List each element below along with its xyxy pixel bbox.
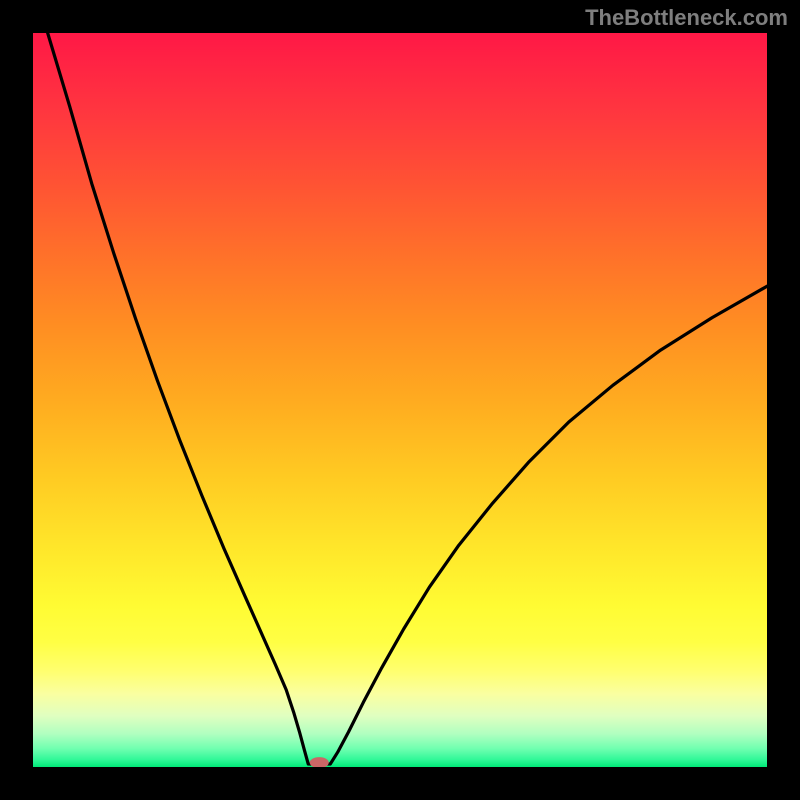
chart-plot-area	[33, 33, 767, 767]
minimum-marker	[310, 757, 329, 767]
bottleneck-curve	[33, 33, 767, 767]
bottleneck-curve-path	[48, 33, 767, 764]
watermark-text: TheBottleneck.com	[585, 5, 788, 31]
